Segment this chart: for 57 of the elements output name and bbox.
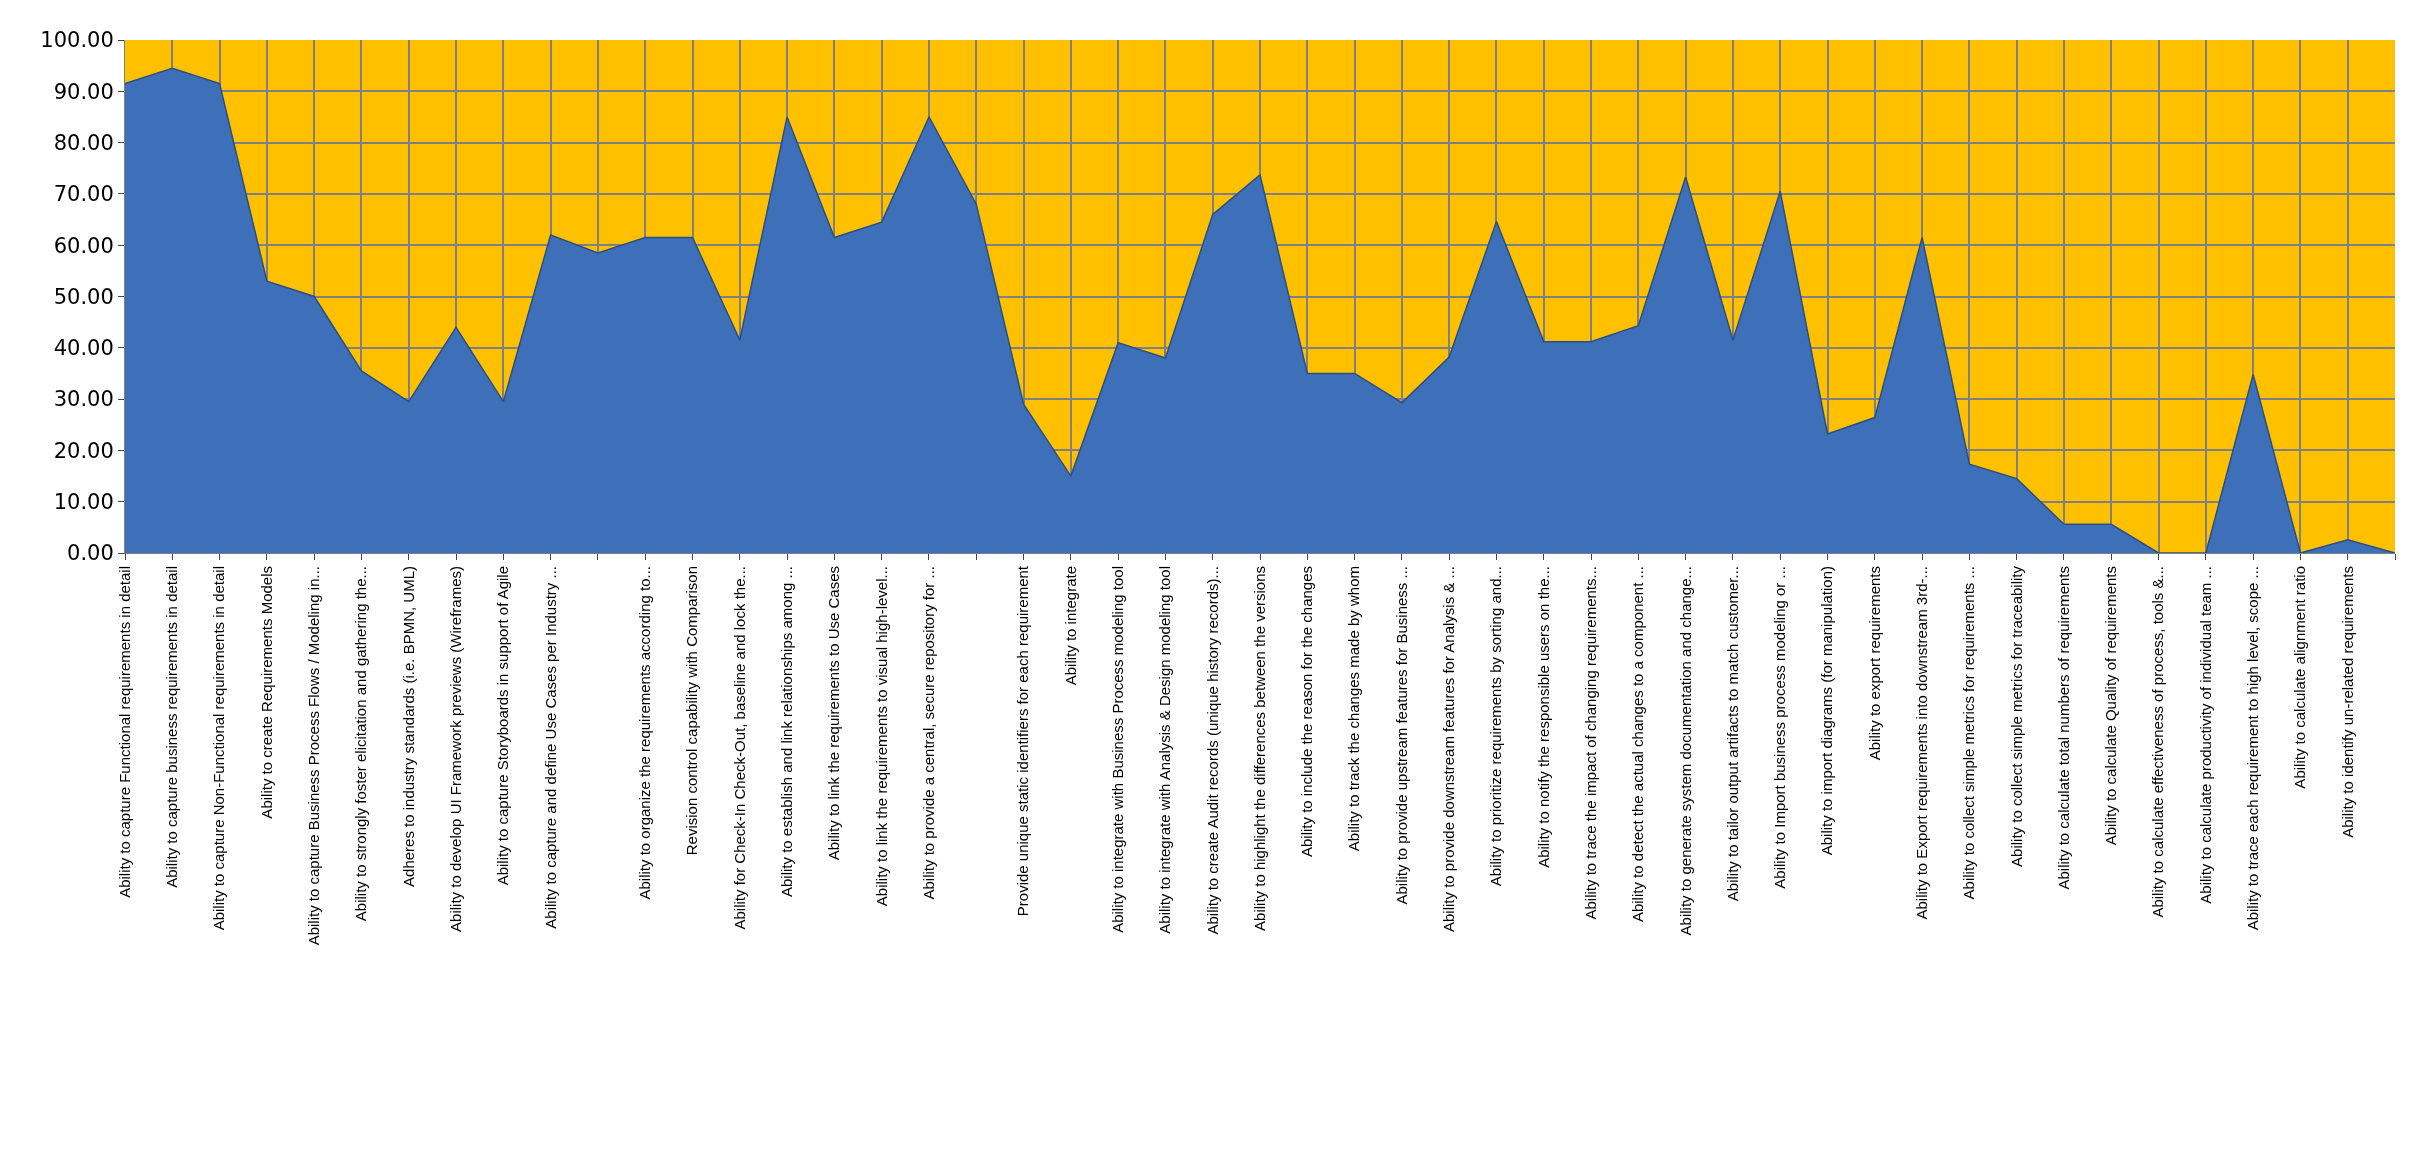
x-tick-label: Ability to include the reason for the changes (1298, 566, 1316, 858)
x-tick-label: Ability to create Requirements Models (257, 566, 275, 819)
x-tick-label: Ability to collect simple metrics for traceability (2007, 565, 2025, 867)
x-tick-label: Ability to track the changes made by whom (1345, 566, 1363, 852)
x-tick-label: Revision control capability with Comparison (683, 566, 701, 856)
x-tick-label: Ability to integrate with Analysis & Design modeling tool (1156, 566, 1174, 934)
x-tick-label: Ability to provide downstream features for Analysis & ... (1440, 566, 1458, 932)
x-tick-label: Ability to export requirements (1865, 566, 1883, 761)
x-tick-label: Ability to provide a central, secure repository for ... (919, 566, 937, 900)
x-tick-label: Ability to provide upstream features for Business ... (1392, 566, 1410, 905)
x-tick-label: Ability to integrate (1061, 566, 1079, 686)
x-tick-label: Ability to link the requirements to visual high-level... (872, 566, 890, 907)
x-tick-label: Ability to integrate with Business Process modeling tool (1109, 566, 1127, 933)
y-tick-label: 80.00 (53, 130, 114, 155)
y-tick-label: 50.00 (53, 284, 114, 309)
x-tick-label: Ability for Check-In Check-Out, baseline and lock the... (730, 566, 748, 930)
x-tick-label: Ability to establish and link relationships among ... (777, 566, 795, 898)
x-tick-label: Ability to tailor output artifacts to match customer... (1723, 566, 1741, 902)
x-tick-label: Ability to strongly foster elicitation and gathering the... (352, 566, 370, 922)
x-tick-label: Ability to Import business process modeling or ... (1771, 566, 1789, 889)
x-tick-label: Ability to import diagrams (for manipulation) (1818, 566, 1836, 856)
y-tick-label: 100.00 (40, 28, 114, 53)
x-tick-label: Ability to highlight the differences between the versions (1250, 566, 1268, 931)
y-tick-label: 30.00 (53, 387, 114, 412)
y-tick-label: 10.00 (53, 490, 114, 515)
x-tick-label: Ability to capture Functional requirements in detail (115, 566, 133, 898)
y-tick-label: 90.00 (53, 79, 114, 104)
x-tick-label: Ability to generate system documentation and change... (1676, 566, 1694, 936)
x-tick-label: Ability to organize the requirements according to... (636, 566, 654, 900)
x-tick-label: Adheres to industry standards (i.e. BPMN, UML) (399, 566, 417, 887)
x-tick-label: Ability to calculate total numbers of requirements (2054, 566, 2072, 890)
x-tick-label: Ability to link the requirements to Use Cases (825, 566, 843, 861)
x-tick-label: Ability to capture Non-Functional requirements in detail (210, 566, 228, 931)
x-tick-label: Ability to develop UI Framework previews (Wireframes) (446, 566, 464, 932)
x-tick-label: Ability to capture and define Use Cases per Industry ... (541, 566, 559, 929)
x-tick-label: Ability to calculate productivity of individual team ... (2196, 566, 2214, 904)
x-tick-label: Ability to calculate effectiveness of process, tools &... (2149, 566, 2167, 918)
y-tick-label: 20.00 (53, 438, 114, 463)
y-tick-label: 60.00 (53, 233, 114, 258)
x-tick-label: Ability to calculate Quality of requirements (2102, 566, 2120, 846)
x-tick-label: Ability to prioritize requirements by sorting and... (1487, 566, 1505, 887)
x-tick-label: Ability to collect simple metrics for requirements ... (1960, 566, 1978, 900)
x-tick-label: Ability to identify un-related requirements (2338, 566, 2356, 838)
x-tick-label: Provide unique static identifiers for each requirement (1014, 565, 1032, 917)
y-tick-label: 0.00 (67, 541, 114, 566)
x-tick-label: Ability to detect the actual changes to a component ... (1629, 566, 1647, 923)
x-tick-label: Ability to Export requirements into downstream 3rd-... (1912, 566, 1930, 920)
x-tick-label: Ability to capture Business Process Flows / Modeling in... (305, 566, 323, 946)
x-tick-label: Ability to capture business requirements in detail (163, 566, 181, 888)
y-tick-label: 70.00 (53, 182, 114, 207)
x-tick-label: Ability to capture Storyboards in support of Agile (494, 566, 512, 886)
x-tick-label: Ability to create Audit records (unique history records)... (1203, 566, 1221, 935)
x-tick-label: Ability to trace the impact of changing requirements... (1581, 566, 1599, 920)
y-tick-label: 40.00 (53, 336, 114, 361)
x-tick-label: Ability to calculate alignment ratio (2291, 566, 2309, 789)
x-tick-label: Ability to trace each requirement to high level, scope ... (2244, 566, 2261, 931)
x-tick-label: Ability to notify the responsible users on the... (1534, 566, 1552, 868)
